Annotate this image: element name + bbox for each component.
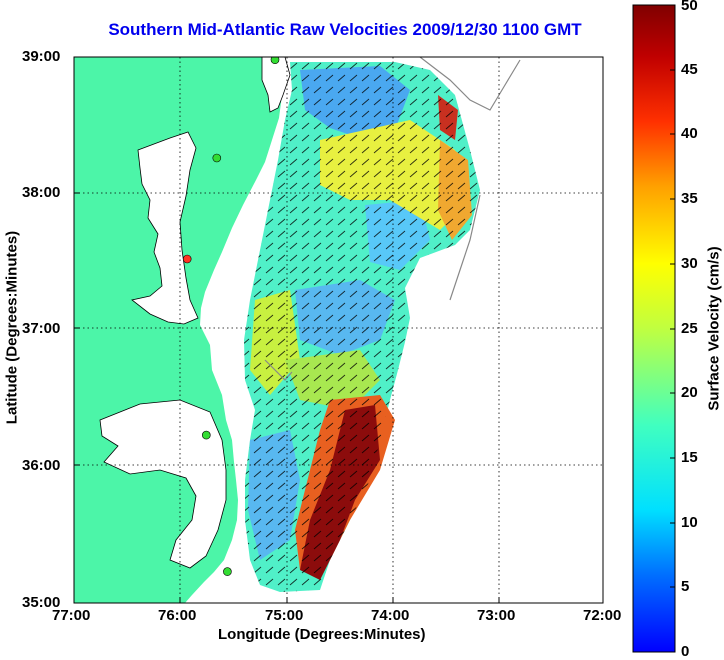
x-tick-label: 76:00	[158, 607, 197, 624]
x-tick-label: 74:00	[371, 607, 410, 624]
isobath-contour	[449, 194, 481, 301]
plot-frame	[73, 56, 604, 604]
radar-site-marker	[270, 57, 280, 64]
chesapeake-bay	[131, 131, 199, 325]
gridlines	[74, 57, 603, 603]
colorbar-tick-label: 5	[681, 578, 690, 595]
y-tick-label: 36:00	[22, 457, 61, 474]
isobath-contour	[419, 57, 521, 111]
isobath-contour	[264, 359, 293, 381]
colorbar-tick-label: 10	[681, 514, 698, 531]
colorbar-tick-label: 40	[681, 125, 698, 142]
radar-site-marker	[182, 254, 192, 264]
radar-site-marker	[202, 430, 211, 440]
radar-site-marker	[212, 153, 222, 163]
colorbar-ticks	[670, 69, 675, 588]
radar-site-marker	[223, 567, 232, 576]
colorbar-tick-label: 20	[681, 384, 698, 401]
colorbar-tick-label: 0	[681, 643, 690, 660]
colorbar-tick-label: 30	[681, 255, 698, 272]
x-axis-label: Longitude (Degrees:Minutes)	[218, 626, 426, 643]
x-tick-label: 77:00	[52, 607, 91, 624]
colorbar-tick-label: 25	[681, 320, 698, 337]
colorbar-label: Surface Velocity (cm/s)	[705, 246, 723, 411]
x-tick-label: 73:00	[477, 607, 516, 624]
velocity-field	[244, 62, 480, 592]
colorbar-tick-label: 35	[681, 190, 698, 207]
y-axis-label: Latitude (Degrees:Minutes)	[3, 230, 21, 425]
colorbar-tick-label: 15	[681, 449, 698, 466]
pamlico-sound	[99, 399, 227, 569]
y-tick-label: 35:00	[22, 594, 61, 611]
axis-ticks	[74, 192, 500, 603]
colorbar-tick-label: 50	[681, 0, 698, 14]
x-tick-label: 72:00	[583, 607, 622, 624]
y-tick-label: 38:00	[22, 184, 61, 201]
figure-title: Southern Mid-Atlantic Raw Velocities 200…	[108, 20, 582, 39]
y-tick-label: 37:00	[22, 320, 61, 337]
colorbar	[632, 4, 676, 653]
y-tick-label: 39:00	[22, 48, 61, 65]
x-tick-label: 75:00	[265, 607, 304, 624]
colorbar-tick-label: 45	[681, 61, 698, 78]
radar-sites	[182, 57, 280, 576]
